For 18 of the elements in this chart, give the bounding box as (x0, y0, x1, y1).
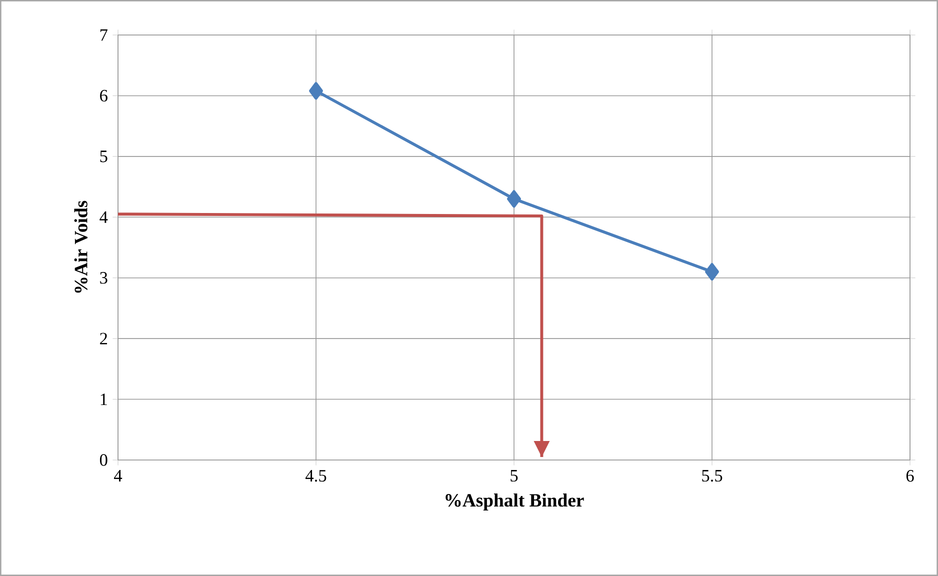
y-tick-label: 3 (100, 272, 108, 284)
y-tick-label: 6 (100, 90, 108, 102)
point (705, 262, 719, 281)
x-tick-label: 4.5 (306, 470, 326, 482)
y-axis-title: %Air Voids (74, 200, 88, 293)
y-tick-label: 7 (100, 29, 108, 41)
y-tick-label: 4 (100, 211, 108, 223)
x-tick-label: 4 (114, 470, 122, 482)
x-tick-label: 6 (906, 470, 914, 482)
x-tick-label: 5.5 (702, 470, 722, 482)
point (507, 190, 521, 208)
y-tick-label: 1 (100, 394, 107, 406)
y-tick-label: 0 (100, 454, 108, 466)
point (309, 82, 323, 100)
y-tick-label: 2 (100, 332, 108, 344)
x-tick-label: 5 (510, 470, 518, 482)
x-axis-title: %Asphalt Binder (446, 494, 584, 510)
y-tick-label: 5 (100, 150, 108, 162)
